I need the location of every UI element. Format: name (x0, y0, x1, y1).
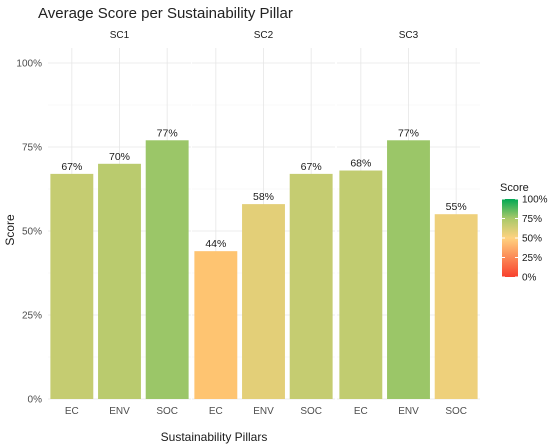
legend-tick-label: 75% (522, 214, 542, 225)
bar-value-label: 58% (253, 191, 274, 203)
bar-value-label: 70% (109, 151, 130, 163)
x-tick-label: SOC (156, 406, 178, 417)
bar-sc3-ec (339, 170, 383, 399)
legend-title: Score (500, 182, 529, 194)
x-tick-label: EC (354, 406, 368, 417)
bar-sc1-ec (50, 173, 94, 399)
x-tick-label: SOC (445, 406, 467, 417)
facet-strip-label: SC1 (110, 30, 130, 41)
legend-tick-label: 25% (522, 253, 542, 264)
facet-panel-sc1: SC1 67% EC 70% ENV 77% SOC (48, 30, 191, 417)
y-tick-label: 100% (16, 59, 42, 70)
x-tick-label: SOC (300, 406, 322, 417)
x-tick-label: EC (209, 406, 223, 417)
y-tick-label: 50% (22, 227, 42, 238)
y-tick-label: 25% (22, 311, 42, 322)
bar-value-label: 77% (157, 127, 178, 139)
bar-value-label: 68% (350, 158, 371, 170)
x-tick-label: EC (65, 406, 79, 417)
facet-strip-label: SC2 (254, 30, 274, 41)
y-tick-label: 0% (28, 395, 43, 406)
y-tick-label: 75% (22, 143, 42, 154)
y-axis-title: Score (3, 214, 17, 246)
bar-sc2-ec (194, 251, 238, 399)
bar-sc3-env (387, 140, 430, 399)
facet-panel-sc2: SC2 44% EC 58% ENV 67% SOC (192, 30, 335, 417)
facet-strip-label: SC3 (399, 30, 419, 41)
facet-panel-sc3: SC3 68% EC 77% ENV 55% SOC (337, 30, 480, 417)
legend-tick-label: 50% (522, 234, 542, 245)
bar-sc1-soc (145, 140, 189, 399)
bar-sc2-env (242, 204, 285, 399)
legend: Score 100% 75% 50% 25% 0% (500, 182, 548, 284)
x-tick-label: ENV (109, 406, 130, 417)
legend-tick-label: 100% (522, 195, 548, 206)
x-tick-label: ENV (398, 406, 419, 417)
bar-value-label: 77% (398, 127, 419, 139)
legend-tick-label: 0% (522, 273, 537, 284)
x-tick-label: ENV (253, 406, 274, 417)
bar-value-label: 67% (61, 161, 82, 173)
bar-value-label: 44% (205, 238, 226, 250)
bar-sc3-soc (434, 214, 478, 399)
chart-title: Average Score per Sustainability Pillar (38, 5, 293, 22)
bar-sc2-soc (289, 173, 333, 399)
legend-colorbar (502, 199, 518, 277)
bar-value-label: 67% (301, 161, 322, 173)
bar-sc1-env (98, 163, 141, 399)
x-axis-title: Sustainability Pillars (161, 430, 268, 444)
bar-value-label: 55% (446, 201, 467, 213)
